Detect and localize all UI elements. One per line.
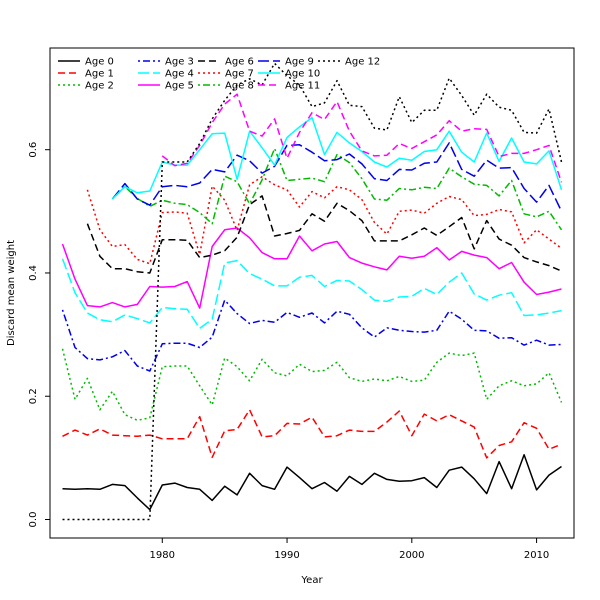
series-line-age-5 [61,227,562,309]
y-tick-label: 0.6 [28,142,39,158]
series-line-age-2 [61,348,563,422]
legend-item-age-10: Age 10 [258,69,320,80]
legend-label: Age 12 [345,57,380,68]
legend-item-age-7: Age 7 [198,69,254,80]
y-axis: 0.0 0.2 0.4 0.6 [28,142,50,528]
x-axis-title: Year [300,575,323,586]
legend-label: Age 11 [285,81,320,92]
x-axis: 1980 1990 2000 2010 [150,538,549,561]
x-tick-label: 2010 [524,550,549,561]
y-tick-label: 0.2 [28,388,39,404]
y-tick-label: 0.0 [28,512,39,528]
series-line-age-6 [86,195,562,274]
legend-item-age-6: Age 6 [198,57,254,68]
series-line-age-9 [111,142,563,212]
legend-item-age-9: Age 9 [258,57,314,68]
legend-label: Age 8 [225,81,254,92]
legend-item-age-0: Age 0 [58,57,114,68]
legend-label: Age 0 [85,57,114,68]
legend-label: Age 1 [85,69,114,80]
y-tick-label: 0.4 [28,265,39,281]
series-line-age-0 [62,454,562,511]
x-tick-label: 1990 [274,550,299,561]
legend-item-age-1: Age 1 [58,69,114,80]
legend-label: Age 2 [85,81,114,92]
series-layer [61,62,563,521]
legend-item-age-3: Age 3 [138,57,194,68]
legend-label: Age 5 [165,81,194,92]
series-line-age-8 [111,147,563,231]
legend-label: Age 7 [225,69,254,80]
legend-label: Age 10 [285,69,320,80]
series-line-age-10 [111,116,563,200]
plot-frame [49,47,575,539]
series-line-age-1 [62,409,562,459]
y-axis-title: Discard mean weight [6,240,17,346]
series-line-age-3 [61,299,562,372]
series-line-age-11 [161,93,563,183]
legend-item-age-11: Age 11 [258,81,320,92]
legend-label: Age 6 [225,57,254,68]
x-tick-label: 1980 [150,550,175,561]
legend-item-age-2: Age 2 [58,81,114,92]
legend-label: Age 9 [285,57,314,68]
legend-item-age-4: Age 4 [138,69,194,80]
series-line-age-4 [61,258,562,330]
legend-label: Age 4 [165,69,194,80]
x-tick-label: 2000 [399,550,424,561]
legend-label: Age 3 [165,57,194,68]
legend-item-age-12: Age 12 [318,57,380,68]
series-line-age-12 [62,62,563,521]
series-line-age-7 [86,176,562,265]
legend-item-age-8: Age 8 [198,81,254,92]
legend-item-age-5: Age 5 [138,81,194,92]
